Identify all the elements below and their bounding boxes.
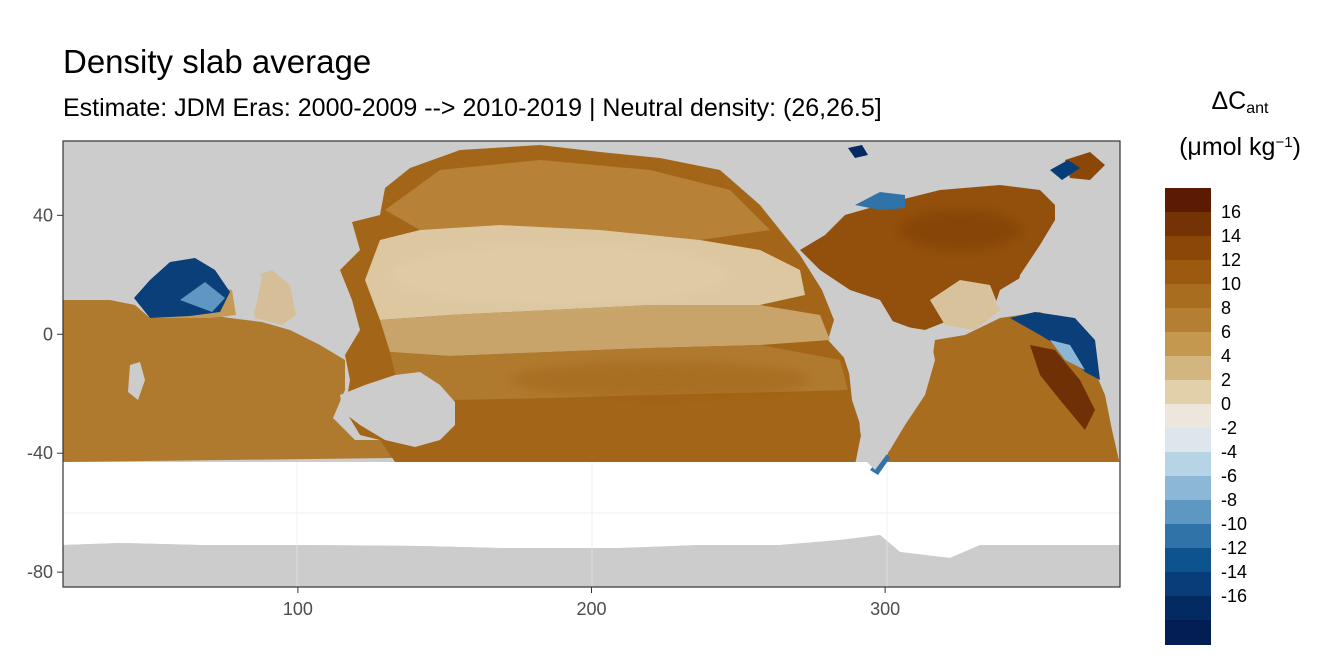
- y-tick-label: 40: [33, 205, 53, 225]
- legend-title-symbol: ΔC: [1211, 87, 1247, 115]
- indian-ocean: [63, 300, 395, 462]
- legend-label: 6: [1221, 322, 1232, 342]
- chart-title: Density slab average: [63, 43, 372, 80]
- legend-color-step: [1165, 428, 1211, 453]
- legend-color-step: [1165, 476, 1211, 501]
- australia-land: [340, 372, 455, 447]
- legend-label: 14: [1221, 226, 1242, 246]
- x-tick-label: 100: [283, 599, 313, 619]
- legend-color-step: [1165, 212, 1211, 237]
- labrador-sea-negative: [855, 192, 905, 210]
- legend-label: 8: [1221, 298, 1232, 318]
- legend-label: -8: [1221, 490, 1238, 510]
- legend-label: 4: [1221, 346, 1232, 366]
- legend-color-step: [1165, 260, 1211, 285]
- south-america-land: [835, 310, 935, 470]
- legend-color-step: [1165, 284, 1211, 309]
- legend-label: 12: [1221, 250, 1242, 270]
- legend-color-step: [1165, 380, 1211, 405]
- texture-overlay: [390, 210, 1020, 398]
- y-tick-label: 0: [43, 324, 53, 344]
- northeast-atlantic-upper: [1065, 152, 1105, 180]
- legend-label: -16: [1221, 586, 1248, 606]
- madagascar: [128, 362, 145, 400]
- legend-label: 0: [1221, 394, 1232, 414]
- north-atlantic-light: [930, 280, 1000, 330]
- legend-label: -2: [1221, 418, 1238, 438]
- x-tick-label: 300: [870, 599, 900, 619]
- legend-color-step: [1165, 596, 1211, 621]
- africa-land: [995, 270, 1120, 345]
- legend-label: -12: [1221, 538, 1248, 558]
- legend-color-step: [1165, 236, 1211, 261]
- legend-color-step: [1165, 500, 1211, 525]
- chart-subtitle: Estimate: JDM Eras: 2000-2009 --> 2010-2…: [63, 94, 882, 122]
- legend-title-subscript: ant: [1246, 100, 1269, 117]
- y-tick-label: -40: [27, 443, 53, 463]
- legend-label: 16: [1221, 202, 1242, 222]
- legend-color-step: [1165, 356, 1211, 381]
- legend-color-step: [1165, 548, 1211, 573]
- arabian-sea-mid: [180, 282, 225, 312]
- grid-lines: [63, 462, 1120, 587]
- legend-unit-open: (μmol kg: [1179, 133, 1276, 161]
- indian-subcontinent: [232, 262, 262, 310]
- gulf-guinea-mid: [1050, 340, 1085, 370]
- legend-label: -4: [1221, 442, 1238, 462]
- pacific-north-band: [385, 160, 770, 240]
- y-tick-label: -80: [27, 562, 53, 582]
- legend-label: 10: [1221, 274, 1242, 294]
- legend-color-step: [1165, 620, 1211, 645]
- legend-title: ΔCant (μmol kg−1): [1150, 84, 1330, 164]
- legend-color-step: [1165, 404, 1211, 429]
- legend-label: -10: [1221, 514, 1248, 534]
- pacific-central-band: [380, 305, 830, 356]
- bay-of-bengal: [250, 270, 296, 325]
- legend-color-step: [1165, 572, 1211, 597]
- color-legend: 16 14 12 10 8 6 4 2 0 -2 -4 -6 -8 -10 -12 -14 -16: [1165, 188, 1315, 645]
- legend-unit-close: ): [1292, 133, 1301, 161]
- legend-label: 2: [1221, 370, 1232, 390]
- map-content: [63, 141, 1120, 587]
- y-axis: 40 0 -40 -80: [27, 205, 63, 582]
- legend-label: -14: [1221, 562, 1248, 582]
- baffin-negative: [848, 145, 868, 158]
- legend-color-step: [1165, 524, 1211, 549]
- x-tick-label: 200: [576, 599, 606, 619]
- north-sea-negative: [1050, 160, 1080, 180]
- legend-color-step: [1165, 332, 1211, 357]
- legend-label: -6: [1221, 466, 1238, 486]
- legend-color-step: [1165, 452, 1211, 477]
- legend-color-step: [1165, 188, 1211, 213]
- legend-unit-sup: −1: [1275, 134, 1293, 151]
- legend-color-step: [1165, 308, 1211, 333]
- x-axis: 100 200 300: [283, 587, 900, 619]
- south-atlantic-west: [1030, 345, 1095, 430]
